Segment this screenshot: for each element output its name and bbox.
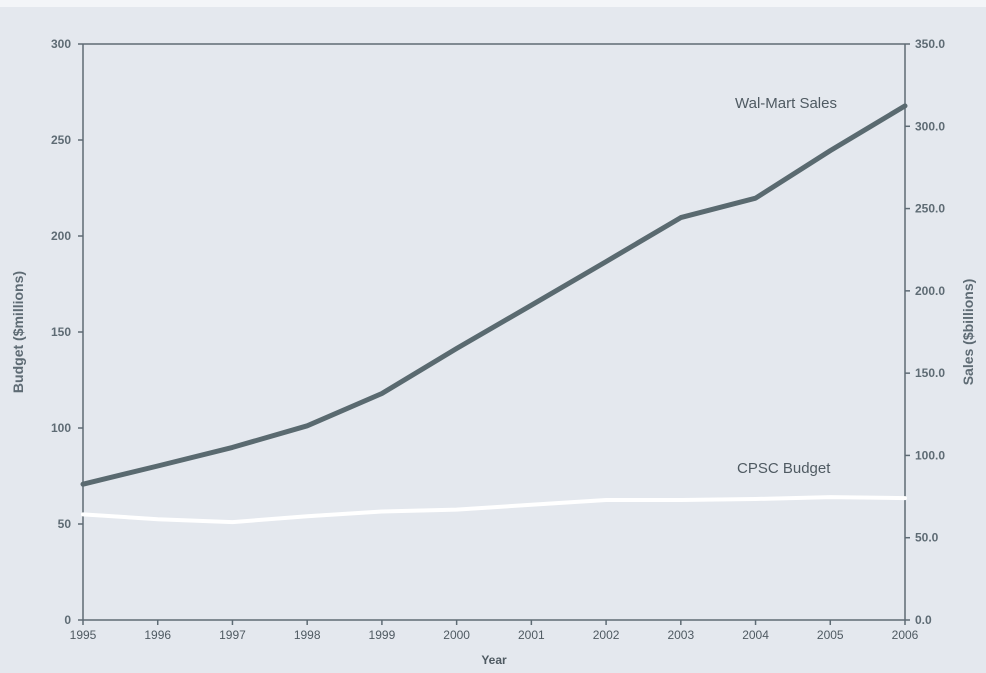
top-band — [0, 0, 986, 7]
y-right-tick-label: 300.0 — [915, 119, 945, 133]
y-right-tick-label: 50.0 — [915, 531, 939, 545]
y-right-tick-label: 350.0 — [915, 37, 945, 51]
x-tick-label: 1999 — [369, 628, 396, 642]
y-left-tick-label: 0 — [64, 613, 71, 627]
x-tick-label: 2001 — [518, 628, 545, 642]
x-tick-label: 1998 — [294, 628, 321, 642]
x-tick-label: 2005 — [817, 628, 844, 642]
series-line-cpsc-budget — [81, 495, 907, 525]
y-right-axis-title: Sales ($billions) — [960, 279, 976, 386]
y-left-tick-label: 50 — [58, 517, 72, 531]
y-right-tick-label: 0.0 — [915, 613, 932, 627]
y-left-tick-label: 300 — [51, 37, 71, 51]
axes-layer — [78, 43, 910, 625]
x-tick-label: 2003 — [667, 628, 694, 642]
x-axis-title: Year — [481, 653, 507, 667]
x-tick-label: 2002 — [593, 628, 620, 642]
y-left-tick-label: 250 — [51, 133, 71, 147]
x-tick-label: 2000 — [443, 628, 470, 642]
series-label-cpsc-budget: CPSC Budget — [737, 460, 831, 477]
y-right-tick-label: 200.0 — [915, 284, 945, 298]
y-right-tick-label: 250.0 — [915, 202, 945, 216]
x-tick-label: 2004 — [742, 628, 769, 642]
y-left-tick-label: 150 — [51, 325, 71, 339]
x-tick-label: 2006 — [892, 628, 919, 642]
series-layer — [80, 103, 908, 525]
y-right-tick-label: 150.0 — [915, 366, 945, 380]
y-left-tick-label: 200 — [51, 229, 71, 243]
x-tick-label: 1997 — [219, 628, 246, 642]
labels-layer: 0 50 100 150 200 250 300 0.0 50.0 100.0 150.0 200.0… — [10, 37, 976, 667]
y-right-tick-label: 100.0 — [915, 448, 945, 462]
series-label-walmart-sales: Wal-Mart Sales — [735, 95, 837, 112]
x-tick-label: 1995 — [70, 628, 97, 642]
series-line-walmart-sales — [80, 103, 908, 487]
y-left-tick-label: 100 — [51, 421, 71, 435]
x-tick-label: 1996 — [144, 628, 171, 642]
y-left-axis-title: Budget ($millions) — [10, 271, 26, 393]
